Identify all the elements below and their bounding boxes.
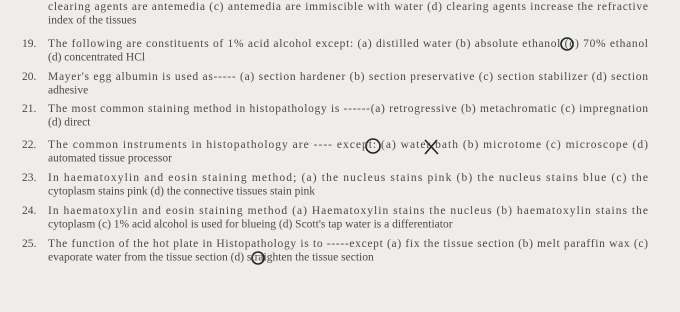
answer-circle: [560, 37, 574, 51]
text-line: In haematoxylin and eosin staining metho…: [48, 205, 648, 217]
text-line: The common instruments in histopathology…: [48, 139, 648, 151]
text-line: Mayer's egg albumin is used as----- (a) …: [48, 71, 648, 83]
text-line: cytoplasm stains pink (d) the connective…: [48, 186, 315, 198]
text-line: The most common staining method in histo…: [48, 103, 648, 115]
question-number: 22.: [22, 139, 37, 151]
question-number: 20.: [22, 71, 37, 83]
text-line: automated tissue processor: [48, 153, 172, 165]
text-line: (d) direct: [48, 117, 91, 129]
text-line: (d) concentrated HCl: [48, 52, 145, 64]
question-number: 21.: [22, 103, 37, 115]
question-number: 24.: [22, 205, 37, 217]
text-line: adhesive: [48, 85, 88, 97]
text-line: index of the tissues: [48, 15, 137, 27]
cross-mark: [424, 139, 439, 155]
text-line: The function of the hot plate in Histopa…: [48, 238, 648, 250]
question-number: 23.: [22, 172, 37, 184]
answer-circle: [365, 138, 381, 154]
text-line: In haematoxylin and eosin staining metho…: [48, 172, 648, 184]
text-line: evaporate water from the tissue section …: [48, 252, 374, 264]
question-number: 19.: [22, 38, 37, 50]
answer-circle: [251, 251, 265, 265]
text-line: clearing agents are antemedia (c) anteme…: [48, 1, 648, 13]
text-line: The following are constituents of 1% aci…: [48, 38, 648, 50]
text-line: cytoplasm (c) 1% acid alcohol is used fo…: [48, 219, 453, 231]
question-number: 25.: [22, 238, 37, 250]
